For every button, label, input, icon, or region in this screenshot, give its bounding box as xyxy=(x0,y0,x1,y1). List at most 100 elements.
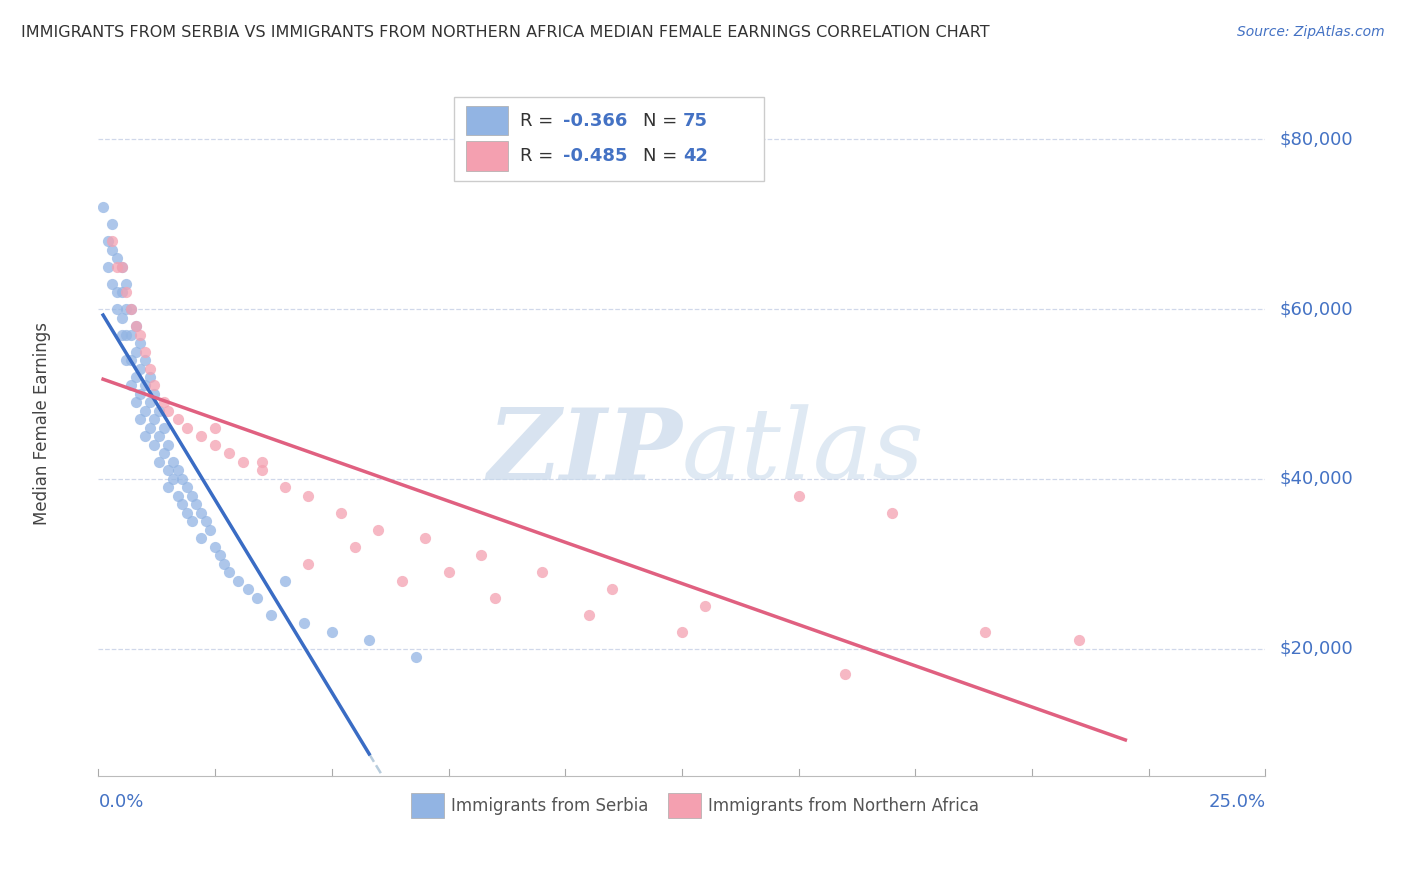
Point xyxy=(405,650,427,665)
Point xyxy=(172,472,194,486)
Point xyxy=(105,285,128,299)
Point xyxy=(143,387,166,401)
Point xyxy=(120,353,142,368)
Bar xyxy=(465,106,508,136)
Point xyxy=(437,566,460,580)
Point xyxy=(391,574,413,588)
Point xyxy=(190,506,212,520)
Point xyxy=(250,455,273,469)
Point xyxy=(578,607,600,622)
Point xyxy=(143,438,166,452)
Point xyxy=(157,463,180,477)
Point xyxy=(297,557,319,571)
Text: R =: R = xyxy=(520,112,558,129)
Bar xyxy=(668,793,700,818)
Point xyxy=(97,234,120,248)
Point xyxy=(152,395,174,409)
Point xyxy=(204,421,226,435)
Point xyxy=(105,302,128,317)
Point xyxy=(134,344,156,359)
Point xyxy=(111,327,134,342)
Text: 42: 42 xyxy=(683,147,709,165)
Point xyxy=(232,455,254,469)
Text: $60,000: $60,000 xyxy=(1279,300,1353,318)
Point xyxy=(344,540,367,554)
Point xyxy=(166,463,188,477)
Point xyxy=(125,370,148,384)
Point xyxy=(330,506,353,520)
Text: N =: N = xyxy=(644,147,683,165)
Point xyxy=(218,566,240,580)
Point xyxy=(186,497,208,511)
Point xyxy=(600,582,623,597)
Point xyxy=(157,438,180,452)
Point xyxy=(162,455,184,469)
Point xyxy=(297,489,319,503)
Point xyxy=(152,421,174,435)
Text: Source: ZipAtlas.com: Source: ZipAtlas.com xyxy=(1237,25,1385,39)
Point xyxy=(671,624,693,639)
Point xyxy=(172,497,194,511)
Point xyxy=(228,574,250,588)
Text: 75: 75 xyxy=(683,112,709,129)
Point xyxy=(148,404,170,418)
Point xyxy=(166,412,188,426)
Bar xyxy=(465,141,508,170)
Point xyxy=(292,616,315,631)
Point xyxy=(115,353,138,368)
Point xyxy=(139,370,162,384)
Point xyxy=(157,404,180,418)
Text: 25.0%: 25.0% xyxy=(1208,793,1265,811)
Text: 0.0%: 0.0% xyxy=(98,793,143,811)
Point xyxy=(214,557,236,571)
Point xyxy=(134,404,156,418)
Point xyxy=(115,327,138,342)
Text: IMMIGRANTS FROM SERBIA VS IMMIGRANTS FROM NORTHERN AFRICA MEDIAN FEMALE EARNINGS: IMMIGRANTS FROM SERBIA VS IMMIGRANTS FRO… xyxy=(21,25,990,40)
Point xyxy=(204,540,226,554)
Point xyxy=(190,531,212,545)
Text: Immigrants from Northern Africa: Immigrants from Northern Africa xyxy=(707,797,979,814)
Point xyxy=(152,446,174,460)
Point xyxy=(148,455,170,469)
Point xyxy=(125,319,148,334)
Point xyxy=(143,412,166,426)
Point xyxy=(787,489,810,503)
Point xyxy=(129,412,152,426)
Point xyxy=(105,251,128,265)
Point xyxy=(125,344,148,359)
Text: atlas: atlas xyxy=(682,404,925,500)
Point xyxy=(115,277,138,291)
Point xyxy=(695,599,717,614)
Text: $80,000: $80,000 xyxy=(1279,130,1353,148)
Point xyxy=(134,429,156,443)
Point xyxy=(97,260,120,274)
Point xyxy=(180,514,202,528)
FancyBboxPatch shape xyxy=(454,97,763,180)
Point xyxy=(120,378,142,392)
Text: Immigrants from Serbia: Immigrants from Serbia xyxy=(451,797,648,814)
Point xyxy=(880,506,903,520)
Point xyxy=(101,277,124,291)
Point xyxy=(139,421,162,435)
Point xyxy=(129,327,152,342)
Point xyxy=(274,574,297,588)
Text: $40,000: $40,000 xyxy=(1279,470,1353,488)
Point xyxy=(321,624,343,639)
Point xyxy=(176,421,198,435)
Text: R =: R = xyxy=(520,147,558,165)
Point xyxy=(111,310,134,325)
Point xyxy=(129,387,152,401)
Point xyxy=(974,624,997,639)
Point xyxy=(111,260,134,274)
Point xyxy=(236,582,259,597)
Bar xyxy=(411,793,444,818)
Point xyxy=(115,302,138,317)
Point xyxy=(200,523,222,537)
Point xyxy=(101,234,124,248)
Point xyxy=(139,395,162,409)
Point xyxy=(134,378,156,392)
Point xyxy=(111,260,134,274)
Text: -0.485: -0.485 xyxy=(562,147,627,165)
Point xyxy=(359,633,381,648)
Point xyxy=(162,472,184,486)
